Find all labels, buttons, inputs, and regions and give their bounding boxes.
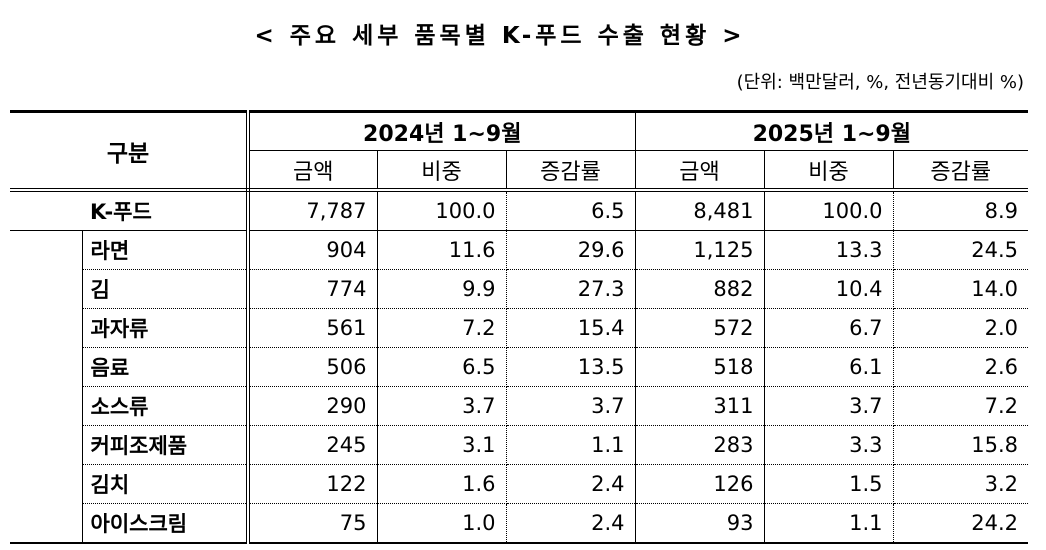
table-cell: 29.6 [506, 230, 636, 270]
row-label: 과자류 [81, 308, 251, 348]
table-row: 커피조제품 245 3.1 1.1 283 3.3 15.8 [10, 425, 1029, 465]
table-cell: 6.5 [377, 347, 507, 387]
table-row: 음료 506 6.5 13.5 518 6.1 2.6 [10, 347, 1029, 387]
table-cell: 2.0 [893, 308, 1029, 348]
table-cell: 122 [248, 464, 378, 504]
table-row: 김 774 9.9 27.3 882 10.4 14.0 [10, 269, 1029, 309]
table-cell: 882 [635, 269, 765, 309]
table-cell: 283 [635, 425, 765, 465]
table-cell: 13.5 [506, 347, 636, 387]
row-label: 소스류 [81, 386, 251, 426]
table-row: 아이스크림 75 1.0 2.4 93 1.1 24.2 [10, 503, 1029, 544]
indent-spacer [10, 230, 82, 544]
table-cell: 8,481 [635, 190, 765, 231]
table-cell: 3.2 [893, 464, 1029, 504]
table-cell: 11.6 [377, 230, 507, 270]
table-cell: 9.9 [377, 269, 507, 309]
table-cell: 2.6 [893, 347, 1029, 387]
table-row-total: K-푸드 7,787 100.0 6.5 8,481 100.0 8.9 [10, 190, 1029, 231]
row-label: 라면 [81, 230, 251, 270]
col-header: 비중 [764, 150, 894, 192]
table-cell: 8.9 [893, 190, 1029, 231]
row-label: 커피조제품 [81, 425, 251, 465]
export-table: 구분 2024년 1~9월 2025년 1~9월 금액 비중 증감률 금액 비중… [10, 110, 1029, 544]
unit-note: (단위: 백만달러, %, 전년동기대비 %) [736, 72, 1024, 93]
table-cell: 1.1 [506, 425, 636, 465]
table-cell: 1.1 [764, 503, 894, 544]
table-cell: 572 [635, 308, 765, 348]
table-cell: 1.6 [377, 464, 507, 504]
table-cell: 10.4 [764, 269, 894, 309]
table-cell: 15.4 [506, 308, 636, 348]
table-cell: 290 [248, 386, 378, 426]
table-cell: 100.0 [764, 190, 894, 231]
table-cell: 7.2 [377, 308, 507, 348]
table-cell: 13.3 [764, 230, 894, 270]
table-cell: 311 [635, 386, 765, 426]
table-cell: 561 [248, 308, 378, 348]
table-cell: 3.7 [764, 386, 894, 426]
row-header: 구분 [10, 110, 251, 192]
col-header: 증감률 [893, 150, 1029, 192]
table-cell: 126 [635, 464, 765, 504]
table-cell: 3.1 [377, 425, 507, 465]
page-title: < 주요 세부 품목별 K-푸드 수출 현황 > [254, 23, 746, 49]
table-cell: 6.1 [764, 347, 894, 387]
col-header: 비중 [377, 150, 507, 192]
table-cell: 904 [248, 230, 378, 270]
row-label: 김 [81, 269, 251, 309]
period-header: 2024년 1~9월 [248, 110, 636, 151]
table-cell: 6.5 [506, 190, 636, 231]
table-cell: 2.4 [506, 464, 636, 504]
table-cell: 15.8 [893, 425, 1029, 465]
table-cell: 774 [248, 269, 378, 309]
table-row: 소스류 290 3.7 3.7 311 3.7 7.2 [10, 386, 1029, 426]
row-label: 아이스크림 [81, 503, 251, 544]
row-label: K-푸드 [10, 190, 251, 231]
row-label: 음료 [81, 347, 251, 387]
table-row: 라면 904 11.6 29.6 1,125 13.3 24.5 [10, 230, 1029, 544]
col-header: 금액 [248, 150, 378, 192]
period-header: 2025년 1~9월 [635, 110, 1029, 151]
table-cell: 24.2 [893, 503, 1029, 544]
table-cell: 14.0 [893, 269, 1029, 309]
table-row: 과자류 561 7.2 15.4 572 6.7 2.0 [10, 308, 1029, 348]
table-cell: 27.3 [506, 269, 636, 309]
table-cell: 75 [248, 503, 378, 544]
table-cell: 506 [248, 347, 378, 387]
table-cell: 24.5 [893, 230, 1029, 270]
table-cell: 2.4 [506, 503, 636, 544]
table-cell: 3.3 [764, 425, 894, 465]
col-header: 증감률 [506, 150, 636, 192]
table-cell: 7,787 [248, 190, 378, 231]
table-cell: 1.5 [764, 464, 894, 504]
table-cell: 7.2 [893, 386, 1029, 426]
row-label: 김치 [81, 464, 251, 504]
table-cell: 100.0 [377, 190, 507, 231]
table-cell: 93 [635, 503, 765, 544]
table-cell: 518 [635, 347, 765, 387]
table-cell: 1,125 [635, 230, 765, 270]
table-cell: 3.7 [377, 386, 507, 426]
col-header: 금액 [635, 150, 765, 192]
table-cell: 3.7 [506, 386, 636, 426]
table-cell: 6.7 [764, 308, 894, 348]
table-row: 김치 122 1.6 2.4 126 1.5 3.2 [10, 464, 1029, 504]
table-cell: 245 [248, 425, 378, 465]
table-cell: 1.0 [377, 503, 507, 544]
